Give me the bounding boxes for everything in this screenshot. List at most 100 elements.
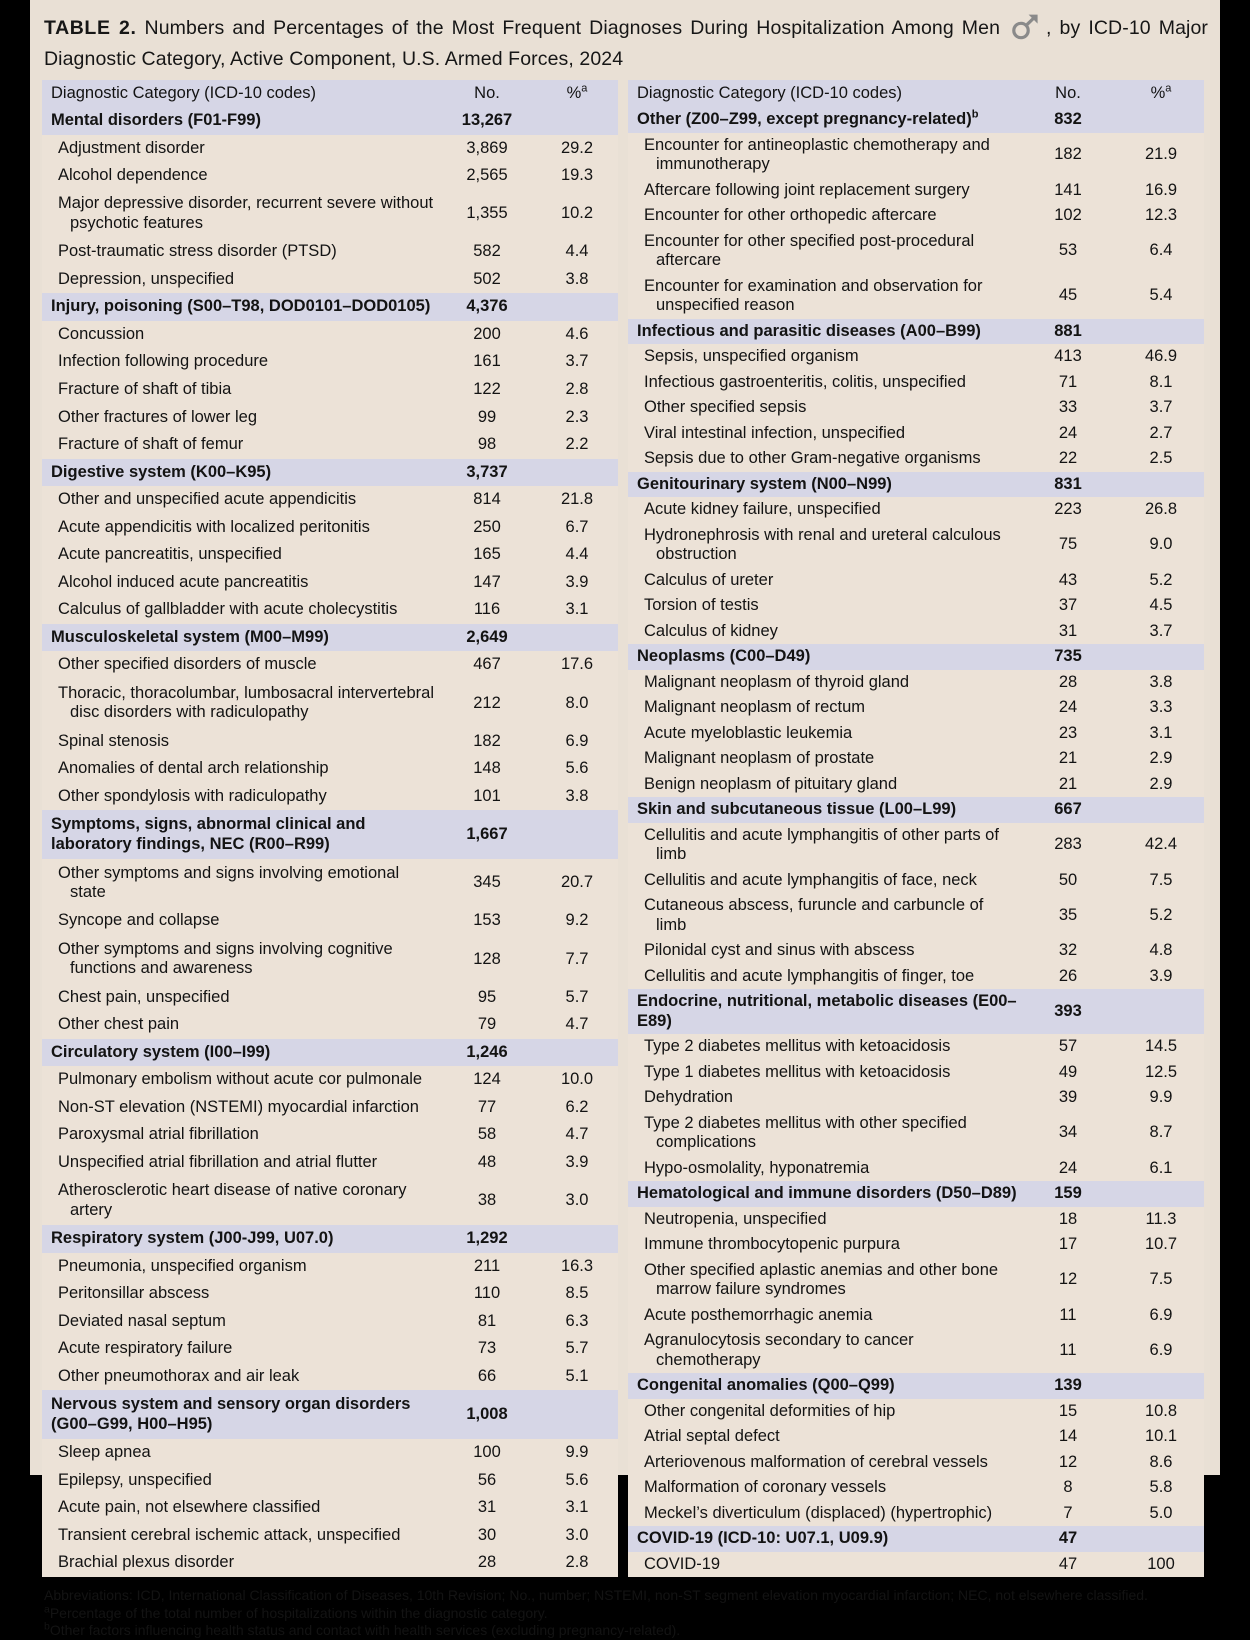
diagnosis-label: Type 2 diabetes mellitus with ketoacidos… <box>644 1037 951 1055</box>
diagnosis-percent: 9.9 <box>1149 1088 1173 1106</box>
diagnosis-percent: 3.7 <box>1149 621 1173 640</box>
table-row: Other spondylosis with radiculopathy 101 3… <box>42 782 618 811</box>
diagnosis-number: 8 <box>1063 1478 1073 1496</box>
table-row: Type 1 diabetes mellitus with ketoacidos… <box>628 1059 1204 1085</box>
diagnosis-percent: 16.3 <box>560 1256 594 1275</box>
diagnosis-number: 73 <box>477 1339 497 1358</box>
diagnoses-table-right: Diagnostic Category (ICD-10 codes) No. %… <box>628 80 1204 1577</box>
table-row: Calculus of kidney 31 3.7 <box>628 618 1204 644</box>
table-columns-wrapper: Diagnostic Category (ICD-10 codes) No. %… <box>30 80 1220 1577</box>
diagnosis-percent: 4.7 <box>565 1125 589 1144</box>
diagnosis-number: 814 <box>473 490 501 509</box>
diagnosis-label: Aftercare following joint replacement su… <box>644 180 970 199</box>
category-total: 667 <box>1054 800 1082 818</box>
table-row: Other symptoms and signs involving emoti… <box>42 858 618 908</box>
title-text-before-icon: Numbers and Percentages of the Most Freq… <box>144 17 1001 39</box>
table-row: Infectious gastroenteritis, colitis, uns… <box>628 369 1204 395</box>
diagnosis-percent: 11.3 <box>1145 1209 1177 1228</box>
table-row: Acute posthemorrhagic anemia 11 6.9 <box>628 1302 1204 1328</box>
table-row: Chest pain, unspecified 95 5.7 <box>42 983 618 1012</box>
diagnosis-label: Agranulocytosis secondary to cancer chem… <box>644 1331 914 1369</box>
diagnosis-percent: 3.1 <box>1149 723 1173 742</box>
table-row: Meckel’s diverticulum (displaced) (hyper… <box>628 1500 1204 1526</box>
table-row: Neutropenia, unspecified 18 11.3 <box>628 1206 1204 1232</box>
table-row: Major depressive disorder, recurrent sev… <box>42 189 618 239</box>
diagnosis-label: Other and unspecified acute appendicitis <box>58 490 357 509</box>
diagnosis-percent: 14.5 <box>1144 1037 1178 1055</box>
mars-symbol-icon <box>1010 14 1040 47</box>
table-row: Acute pancreatitis, unspecified 165 4.4 <box>42 541 618 569</box>
diagnosis-percent: 5.1 <box>565 1366 589 1385</box>
diagnosis-percent: 8.7 <box>1149 1123 1173 1142</box>
diagnosis-number: 124 <box>473 1070 501 1089</box>
table-row: Deviated nasal septum 81 6.3 <box>42 1307 618 1336</box>
table-row: Thoracic, thoracolumbar, lumbosacral int… <box>42 679 618 728</box>
diagnosis-label: Neutropenia, unspecified <box>644 1209 827 1228</box>
category-total: 1,246 <box>466 1042 508 1061</box>
diagnosis-label: Pulmonary embolism without acute cor pul… <box>58 1070 423 1089</box>
table-row: Other pneumothorax and air leak 66 5.1 <box>42 1362 618 1391</box>
diagnosis-percent: 2.9 <box>1149 749 1173 767</box>
diagnosis-number: 34 <box>1058 1123 1078 1142</box>
diagnosis-label: Cellulitis and acute lymphangitis of fac… <box>644 870 977 889</box>
diagnosis-label: Other symptoms and signs involving emoti… <box>58 863 400 902</box>
diagnosis-percent: 6.1 <box>1149 1158 1173 1177</box>
diagnosis-percent: 2.3 <box>565 407 589 426</box>
diagnosis-percent: 6.9 <box>565 731 589 750</box>
diagnosis-percent: 3.7 <box>1149 398 1173 416</box>
diagnoses-table-left: Diagnostic Category (ICD-10 codes) No. %… <box>42 80 618 1577</box>
diagnosis-number: 22 <box>1058 449 1078 467</box>
diagnosis-number: 122 <box>473 380 501 398</box>
table-row: Calculus of ureter 43 5.2 <box>628 567 1204 593</box>
diagnosis-number: 28 <box>1058 672 1078 691</box>
diagnosis-number: 502 <box>473 269 501 288</box>
diagnosis-percent: 5.6 <box>565 1470 589 1489</box>
diagnosis-number: 345 <box>473 873 501 892</box>
diagnosis-number: 12 <box>1058 1270 1078 1289</box>
diagnosis-number: 24 <box>1058 698 1078 716</box>
diagnosis-label: Chest pain, unspecified <box>58 987 230 1006</box>
diagnosis-number: 47 <box>1058 1554 1078 1573</box>
diagnosis-percent: 10.2 <box>560 204 594 223</box>
diagnosis-label: COVID-19 <box>644 1554 721 1573</box>
diagnosis-label: Alcohol dependence <box>58 166 208 185</box>
diagnosis-percent: 3.8 <box>565 786 589 805</box>
diagnosis-number: 11 <box>1059 1340 1077 1359</box>
category-total: 735 <box>1054 647 1082 665</box>
diagnosis-percent: 4.6 <box>565 324 589 343</box>
diagnosis-number: 7 <box>1063 1503 1073 1522</box>
table-row: Depression, unspecified 502 3.8 <box>42 265 618 294</box>
category-row: Endocrine, nutritional, metabolic diseas… <box>628 989 1204 1034</box>
diagnosis-number: 56 <box>477 1470 497 1489</box>
diagnosis-number: 21 <box>1058 749 1078 767</box>
category-row: Circulatory system (I00–I99) 1,246 <box>42 1038 618 1067</box>
diagnosis-number: 200 <box>473 324 501 343</box>
diagnosis-label: Immune thrombocytopenic purpura <box>644 1235 900 1253</box>
diagnosis-percent: 3.0 <box>565 1191 589 1209</box>
title-text-after-icon: , by ICD-10 Major Diagnostic Category, A… <box>44 17 1208 70</box>
category-total: 13,267 <box>461 111 513 130</box>
diagnosis-number: 101 <box>473 786 501 805</box>
diagnosis-number: 79 <box>477 1015 497 1034</box>
diagnosis-percent: 4.8 <box>1149 941 1173 959</box>
diagnosis-percent: 12.3 <box>1144 206 1178 224</box>
table-row: Aftercare following joint replacement su… <box>628 177 1204 203</box>
table-row: Fracture of shaft of tibia 122 2.8 <box>42 375 618 404</box>
diagnosis-label: Acute myeloblastic leukemia <box>644 723 853 742</box>
table-row: Concussion 200 4.6 <box>42 320 618 349</box>
category-row: Neoplasms (C00–D49) 735 <box>628 644 1204 670</box>
table-row: Pilonidal cyst and sinus with abscess 32 4… <box>628 938 1204 964</box>
diagnosis-percent: 3.1 <box>565 1498 589 1517</box>
diagnosis-percent: 8.6 <box>1149 1452 1173 1471</box>
diagnosis-number: 21 <box>1058 774 1078 793</box>
diagnosis-percent: 6.9 <box>1149 1340 1173 1359</box>
category-label: Endocrine, nutritional, metabolic diseas… <box>637 992 1017 1030</box>
table-number-label: TABLE 2. <box>44 17 137 39</box>
diagnosis-label: Other chest pain <box>58 1015 180 1034</box>
table-row: Epilepsy, unspecified 56 5.6 <box>42 1466 618 1495</box>
table-row: Type 2 diabetes mellitus with other spec… <box>628 1110 1204 1156</box>
category-label: COVID-19 (ICD-10: U07.1, U09.9) <box>637 1529 889 1547</box>
diagnosis-number: 24 <box>1058 1158 1078 1177</box>
diagnosis-percent: 5.6 <box>565 759 589 778</box>
category-label: Digestive system (K00–K95) <box>51 462 272 481</box>
